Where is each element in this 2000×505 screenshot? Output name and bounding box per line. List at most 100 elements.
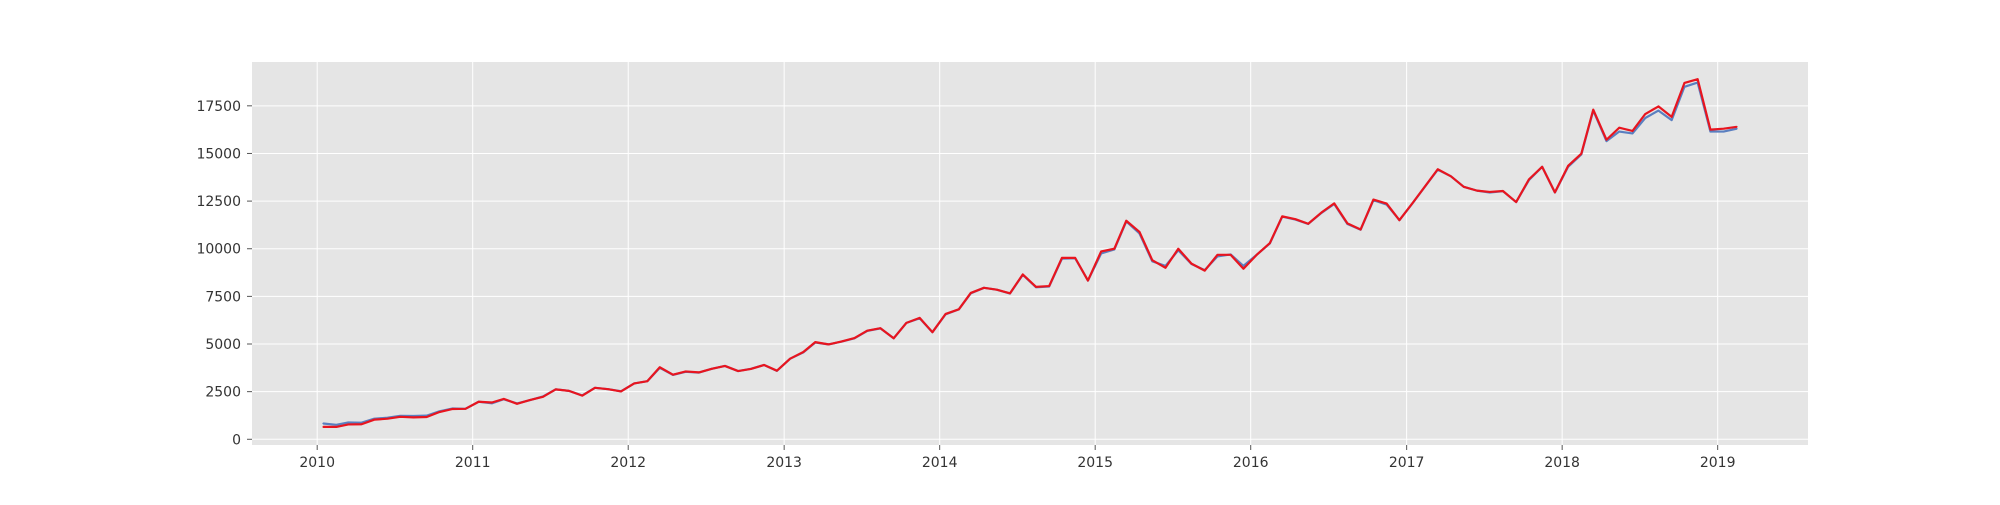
data-point xyxy=(335,424,338,426)
data-point xyxy=(1502,190,1504,192)
data-point xyxy=(1021,273,1024,276)
data-point xyxy=(1425,184,1427,187)
data-point xyxy=(528,399,531,401)
data-point xyxy=(827,343,830,346)
y-tick-label: 7500 xyxy=(205,289,241,305)
data-point xyxy=(646,380,649,382)
data-point xyxy=(814,341,817,343)
y-tick-label: 10000 xyxy=(196,242,241,258)
data-point xyxy=(905,322,908,324)
data-point xyxy=(1670,119,1673,121)
data-point xyxy=(360,423,363,426)
data-point xyxy=(1592,108,1595,111)
x-tick-label: 2010 xyxy=(299,455,335,471)
data-point xyxy=(918,317,921,319)
data-point xyxy=(1333,202,1336,205)
y-tick-label: 17500 xyxy=(196,99,241,115)
data-point xyxy=(1736,127,1738,130)
data-point xyxy=(1631,132,1634,135)
data-point xyxy=(1683,82,1686,84)
x-tick-label: 2018 xyxy=(1544,455,1580,471)
data-point xyxy=(322,426,324,428)
x-tick-label: 2012 xyxy=(610,455,646,471)
data-point xyxy=(724,365,726,367)
data-point xyxy=(802,351,805,353)
data-point xyxy=(581,394,584,397)
data-point xyxy=(425,416,428,418)
data-point xyxy=(1061,257,1063,259)
data-point xyxy=(1320,211,1323,214)
data-point xyxy=(347,421,350,424)
x-axis-ticks: 2010 2011 2012 2013 2014 2015 2016 2017 2018 2019 xyxy=(299,445,1735,471)
gridlines xyxy=(252,62,1808,445)
data-point xyxy=(1398,219,1401,221)
x-tick-label: 2016 xyxy=(1233,455,1269,471)
data-point xyxy=(554,388,557,391)
data-point xyxy=(983,286,985,289)
data-point xyxy=(412,416,415,419)
data-point xyxy=(1125,219,1128,222)
data-point xyxy=(1242,267,1245,270)
data-point xyxy=(1644,113,1647,115)
data-point xyxy=(607,388,609,390)
data-point xyxy=(658,366,661,369)
data-point xyxy=(763,364,765,366)
data-point xyxy=(633,382,635,385)
y-tick-label: 0 xyxy=(232,432,241,448)
data-point xyxy=(1736,125,1738,128)
data-point xyxy=(347,423,350,426)
data-point xyxy=(1722,130,1725,133)
series-line-2 xyxy=(323,78,1738,428)
data-point xyxy=(503,398,505,400)
data-point xyxy=(491,401,493,404)
data-point xyxy=(866,329,869,332)
data-point xyxy=(1580,152,1583,155)
data-point xyxy=(789,357,791,360)
data-point xyxy=(477,400,480,403)
x-tick-label: 2014 xyxy=(922,455,958,471)
data-point xyxy=(969,292,972,294)
data-point xyxy=(1631,130,1634,132)
data-point xyxy=(1074,257,1076,259)
data-point xyxy=(1190,262,1193,265)
data-point xyxy=(944,313,947,315)
y-tick-label: 15000 xyxy=(196,146,241,162)
data-point xyxy=(958,308,960,311)
data-point xyxy=(1488,191,1491,193)
data-point xyxy=(1138,231,1141,233)
data-point xyxy=(1450,175,1452,178)
x-tick-label: 2019 xyxy=(1700,455,1736,471)
data-point xyxy=(853,337,856,339)
data-point xyxy=(931,331,934,333)
plot-area-background xyxy=(252,62,1808,445)
data-point xyxy=(1722,127,1725,130)
data-point xyxy=(1644,117,1647,119)
data-point xyxy=(1346,222,1349,225)
data-point xyxy=(698,371,700,374)
data-point xyxy=(1359,228,1362,231)
data-point xyxy=(568,390,570,392)
series-lines xyxy=(322,78,1738,428)
data-point xyxy=(1372,198,1375,201)
data-point xyxy=(1528,178,1530,181)
data-point xyxy=(1541,166,1543,168)
data-point xyxy=(1657,105,1660,108)
data-point xyxy=(1113,247,1116,250)
data-point xyxy=(516,403,518,405)
data-point xyxy=(1216,254,1219,256)
data-point xyxy=(776,369,778,372)
x-tick-label: 2015 xyxy=(1077,455,1113,471)
data-point xyxy=(1281,215,1284,218)
data-point xyxy=(1229,254,1232,256)
data-point xyxy=(335,426,338,428)
data-point xyxy=(879,327,882,329)
data-point xyxy=(464,407,467,410)
data-point xyxy=(594,387,596,389)
data-point xyxy=(1151,259,1154,261)
y-axis-ticks: 0 2500 5000 7500 10000 12500 15000 17500 xyxy=(196,99,252,448)
x-tick-label: 2011 xyxy=(455,455,491,471)
data-point xyxy=(1696,78,1699,80)
data-point xyxy=(684,370,687,373)
